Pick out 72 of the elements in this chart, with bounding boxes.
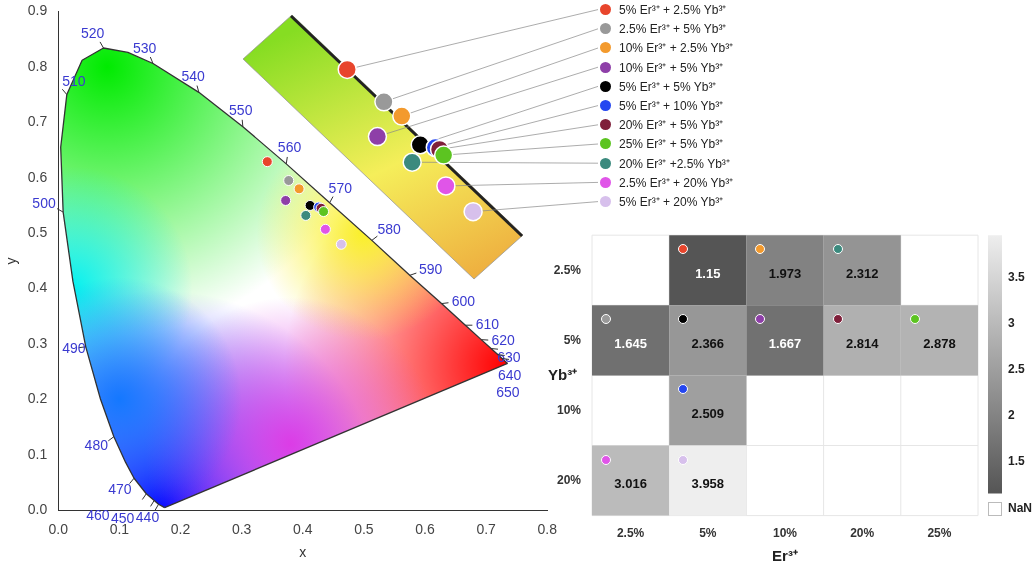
data-label: 2.878 (923, 335, 956, 351)
x-tick-label: 20% (850, 526, 875, 541)
y-tick-label: 0.3 (27, 334, 48, 351)
y-tick-label: 5% (563, 332, 582, 347)
legend-label: 5% Er³⁺ + 5% Yb³⁺ (619, 78, 717, 95)
color-bar-label: 3 (1008, 315, 1015, 330)
y-tick-label: 0.5 (27, 224, 48, 241)
color-bar-label: 3.5 (1008, 269, 1026, 284)
legend-label: 5% Er³⁺ + 10% Yb³⁺ (619, 98, 724, 115)
legend-label: 2.5% Er³⁺ + 20% Yb³⁺ (619, 174, 734, 191)
annotation: 530 (132, 39, 157, 56)
x-tick-label: 0.8 (537, 520, 558, 537)
x-tick-label: 25% (927, 526, 952, 541)
color-bar-label: 2 (1008, 407, 1015, 422)
x-axis-title: x (299, 544, 307, 561)
x-tick-label: 0.5 (354, 520, 374, 537)
y-axis-title: y (3, 257, 20, 265)
annotation: 650 (496, 383, 520, 400)
x-axis-title: Er³⁺ (772, 547, 798, 565)
x-tick-label: 10% (772, 526, 798, 541)
x-tick-label: 0.7 (476, 520, 497, 537)
annotation: 460 (86, 506, 110, 523)
y-tick-label: 0.9 (27, 2, 48, 19)
legend-label: 2.5% Er³⁺ + 5% Yb³⁺ (619, 21, 727, 38)
x-tick-label: 0.2 (170, 520, 191, 537)
color-bar-label: 1.5 (1008, 453, 1026, 468)
annotation: 640 (497, 367, 522, 384)
legend-label: 10% Er³⁺ + 2.5% Yb³⁺ (619, 40, 734, 57)
data-label: 3.958 (691, 476, 725, 492)
y-tick-label: 0.4 (27, 279, 48, 296)
legend-label: 5% Er³⁺ + 2.5% Yb³⁺ (619, 2, 727, 19)
y-tick-label: 0.6 (27, 168, 48, 185)
data-label: 3.016 (614, 476, 647, 492)
data-label: 1.645 (614, 335, 647, 351)
annotation: 470 (108, 481, 132, 498)
y-axis-title: Yb³⁺ (548, 365, 578, 383)
data-label: 2.312 (845, 265, 879, 281)
annotation: 540 (181, 67, 205, 84)
legend-label: 5% Er³⁺ + 20% Yb³⁺ (619, 193, 724, 210)
data-label: 2.814 (845, 335, 880, 351)
x-tick-label: 0.0 (48, 520, 69, 537)
color-bar-label: 2.5 (1008, 361, 1026, 376)
y-tick-label: 0.7 (27, 113, 48, 130)
x-tick-label: 5% (699, 526, 717, 541)
annotation: 500 (32, 195, 56, 212)
annotation: 620 (491, 331, 516, 348)
legend-label: 25% Er³⁺ + 5% Yb³⁺ (619, 136, 724, 153)
legend-label: 20% Er³⁺ +2.5% Yb³⁺ (619, 155, 730, 172)
text: NaN (1008, 500, 1033, 515)
annotation: 440 (135, 509, 160, 526)
x-tick-label: 0.3 (231, 520, 252, 537)
annotation: 520 (80, 24, 105, 41)
annotation: 480 (84, 437, 109, 454)
annotation: 610 (475, 316, 500, 333)
data-label: 1.973 (768, 265, 802, 281)
data-label: 2.509 (691, 406, 725, 422)
y-tick-label: 0.0 (27, 501, 48, 518)
y-tick-label: 10% (556, 402, 582, 417)
data-label: 1.15 (695, 265, 721, 281)
data-label: 1.667 (768, 335, 802, 351)
data-label: 2.366 (691, 335, 725, 351)
legend-label: 20% Er³⁺ + 5% Yb³⁺ (619, 117, 724, 134)
y-tick-label: 20% (556, 472, 582, 487)
annotation: 490 (62, 339, 86, 356)
y-tick-label: 0.2 (27, 390, 48, 407)
x-tick-label: 2.5% (616, 526, 645, 541)
x-tick-label: 0.4 (293, 520, 313, 537)
annotation: 600 (451, 292, 476, 309)
legend-label: 10% Er³⁺ + 5% Yb³⁺ (619, 59, 724, 76)
x-tick-label: 0.6 (415, 520, 435, 537)
y-tick-label: 0.1 (27, 445, 48, 462)
y-tick-label: 0.8 (27, 57, 48, 74)
